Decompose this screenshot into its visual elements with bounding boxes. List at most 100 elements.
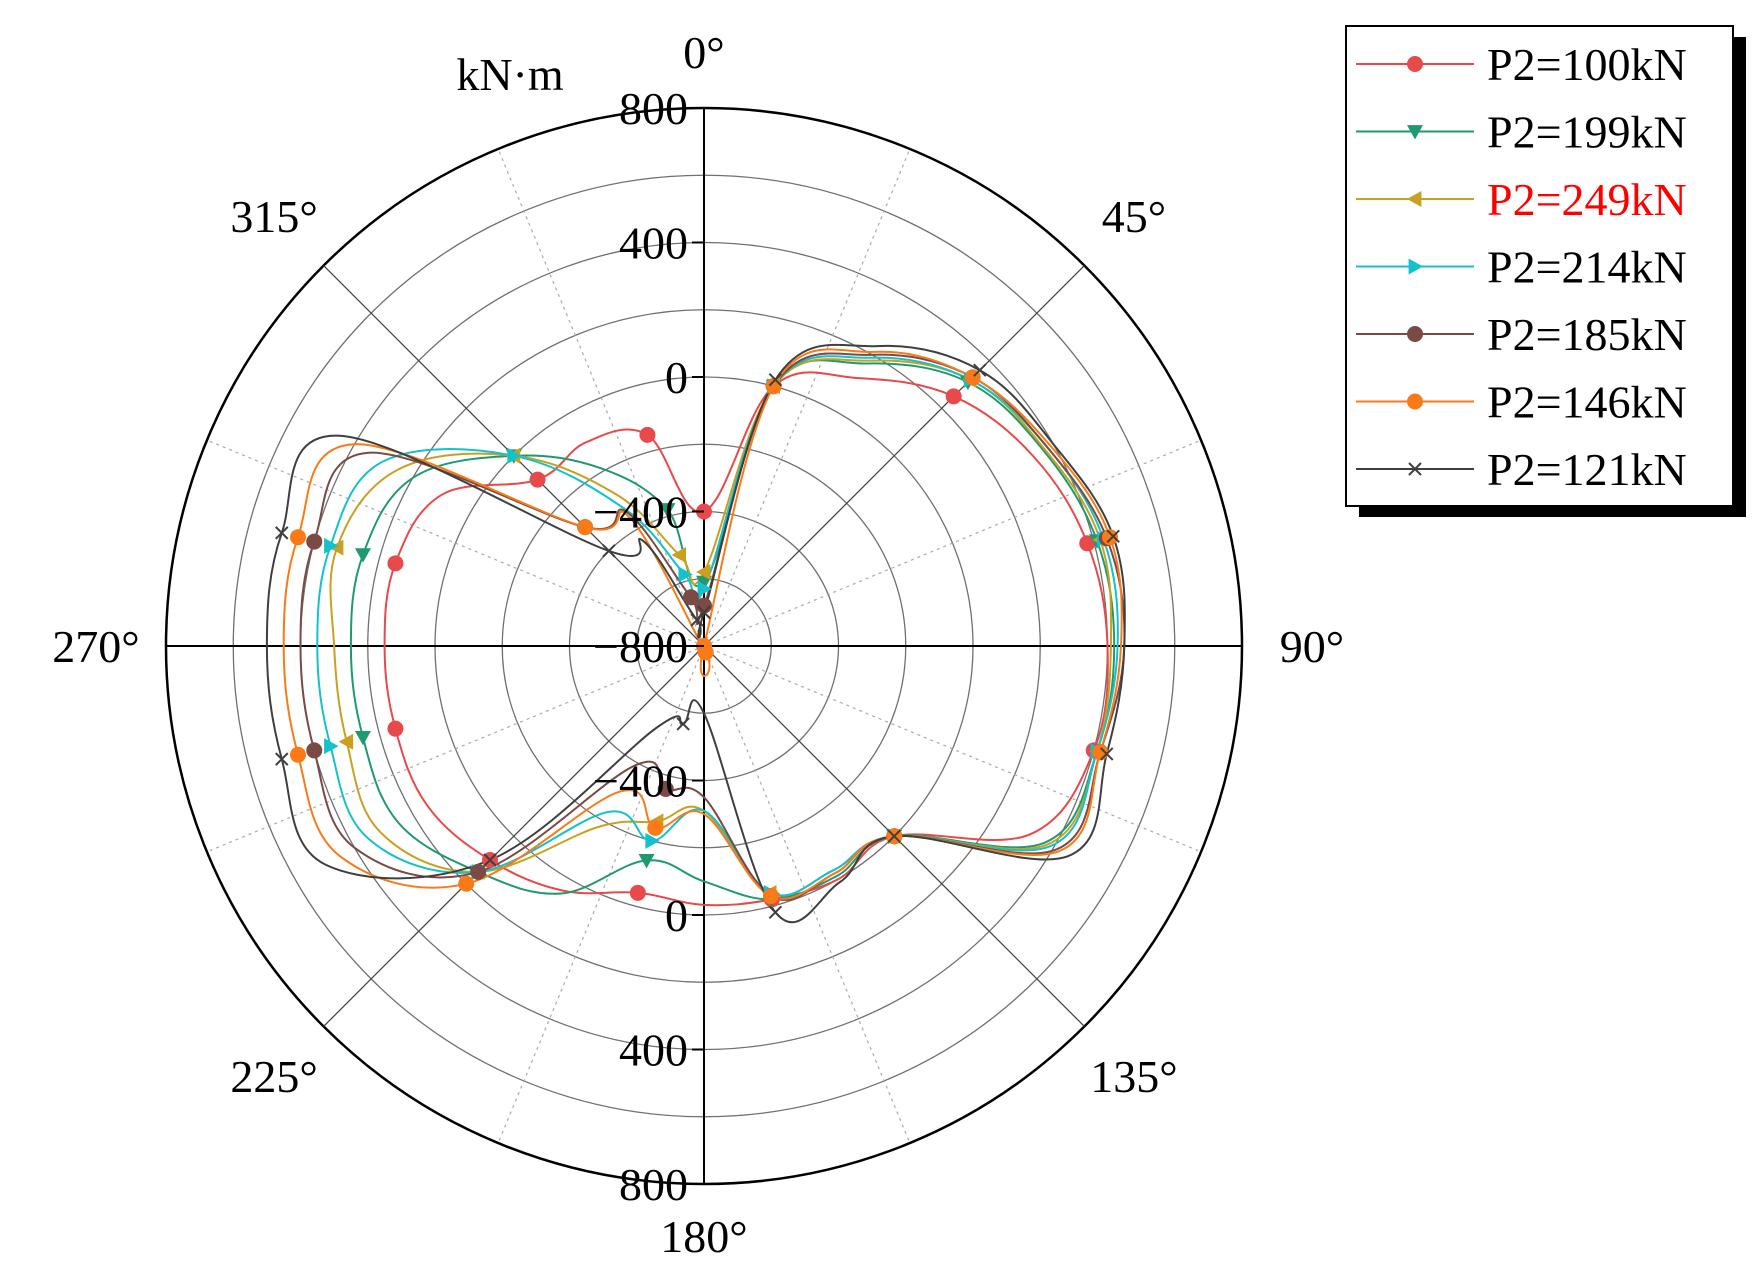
angle-tick-label: 45° (1102, 191, 1166, 242)
data-point (1101, 529, 1118, 546)
legend-entry-label: P2=121kN (1487, 444, 1687, 495)
legend-entry-label: P2=199kN (1487, 107, 1687, 158)
legend-swatch-marker (1408, 462, 1422, 476)
legend-swatch-marker (1407, 191, 1422, 207)
data-point (275, 752, 289, 766)
radial-tick-label: 400 (619, 1025, 688, 1076)
data-point (354, 548, 371, 563)
data-point (306, 533, 323, 550)
spoke-minor (206, 645, 705, 853)
angle-tick-label: 90° (1280, 621, 1344, 672)
radial-tick-label: −800 (593, 621, 688, 672)
legend-entry-label: P2=146kN (1487, 377, 1687, 428)
data-point (275, 526, 289, 540)
series-line-4 (316, 355, 1119, 897)
data-point (324, 537, 339, 554)
legend-entry-label: P2=214kN (1487, 242, 1687, 293)
data-point (659, 503, 676, 518)
spoke-minor (703, 148, 911, 647)
data-point (577, 519, 594, 536)
tick-labels: 0° 45° 90° 135° 180° 225° 270° 315° −800 −400 −400… (52, 27, 1344, 1262)
legend-swatch-marker (1407, 56, 1423, 72)
series-line-2 (349, 359, 1116, 901)
radial-tick-label: 800 (619, 1159, 688, 1210)
radial-tick-label: 800 (619, 83, 688, 134)
radial-tick-label: −400 (593, 487, 688, 538)
data-point (1106, 529, 1120, 544)
series-line-5 (299, 352, 1126, 901)
data-point (671, 547, 687, 564)
data-point (697, 580, 712, 597)
radial-tick-label: 400 (619, 218, 688, 269)
angle-tick-label: 180° (660, 1211, 747, 1262)
series-line-7 (265, 343, 1126, 924)
data-point (602, 544, 616, 558)
series-line-1 (383, 371, 1109, 907)
data-point (387, 555, 404, 572)
angle-tick-label: 315° (230, 191, 317, 242)
angle-tick-label: 225° (230, 1051, 317, 1102)
legend-entry-label: P2=249kN (1487, 174, 1687, 225)
data-point (887, 829, 901, 843)
legend-swatch-marker (1407, 326, 1423, 342)
data-point (768, 905, 783, 920)
radial-tick-label: 0 (665, 352, 688, 403)
data-point (676, 717, 690, 731)
data-point (697, 644, 714, 661)
angle-tick-label: 270° (52, 621, 139, 672)
data-point (645, 832, 660, 849)
data-point (338, 733, 354, 750)
data-point (639, 426, 656, 443)
spoke-major (703, 265, 1085, 647)
series-line-3 (329, 358, 1113, 897)
data-point (638, 853, 655, 869)
data-point (290, 746, 307, 763)
data-point (1079, 535, 1096, 552)
spoke-minor (703, 645, 1202, 853)
data-point (387, 720, 404, 737)
data-point (458, 875, 475, 892)
legend-swatch-marker (1408, 258, 1423, 275)
series-lines (265, 343, 1126, 924)
data-point (1100, 747, 1114, 761)
data-point (696, 575, 712, 591)
angle-tick-label: 0° (683, 27, 724, 78)
data-point (529, 471, 546, 488)
data-point (324, 738, 339, 755)
angle-tick-label: 135° (1090, 1051, 1177, 1102)
data-point (647, 819, 664, 836)
spoke-minor (497, 645, 705, 1144)
data-point (470, 863, 487, 880)
spoke-major (323, 645, 705, 1027)
data-point (678, 566, 693, 583)
legend-entry-label: P2=100kN (1487, 39, 1687, 90)
unit-label: kN·m (456, 49, 564, 100)
data-point (657, 780, 674, 797)
legend-swatch-marker (1407, 393, 1423, 410)
spoke-minor (206, 439, 705, 647)
legend: P2=100kN P2=199kN P2=249kN P2=214kN P2=185kN… (1345, 25, 1746, 517)
legend-entry-label: P2=185kN (1487, 309, 1687, 360)
data-point (483, 853, 497, 867)
series-markers (275, 363, 1120, 920)
data-point (690, 613, 704, 627)
data-point (763, 888, 780, 905)
radial-tick-label: 0 (665, 890, 688, 941)
data-point (973, 363, 987, 377)
series-line-6 (282, 348, 1123, 900)
legend-swatch-marker (1407, 125, 1423, 140)
spoke-minor (703, 439, 1202, 647)
radial-tick-label: −400 (593, 756, 688, 807)
spoke-minor (497, 148, 705, 647)
data-point (354, 730, 371, 746)
spoke-minor (703, 645, 911, 1144)
data-point (290, 529, 307, 546)
data-point (306, 742, 323, 759)
data-point (768, 372, 783, 387)
data-point (328, 539, 344, 556)
data-point (629, 884, 646, 901)
data-point (696, 564, 711, 581)
data-point (682, 589, 699, 606)
data-point (945, 388, 962, 405)
